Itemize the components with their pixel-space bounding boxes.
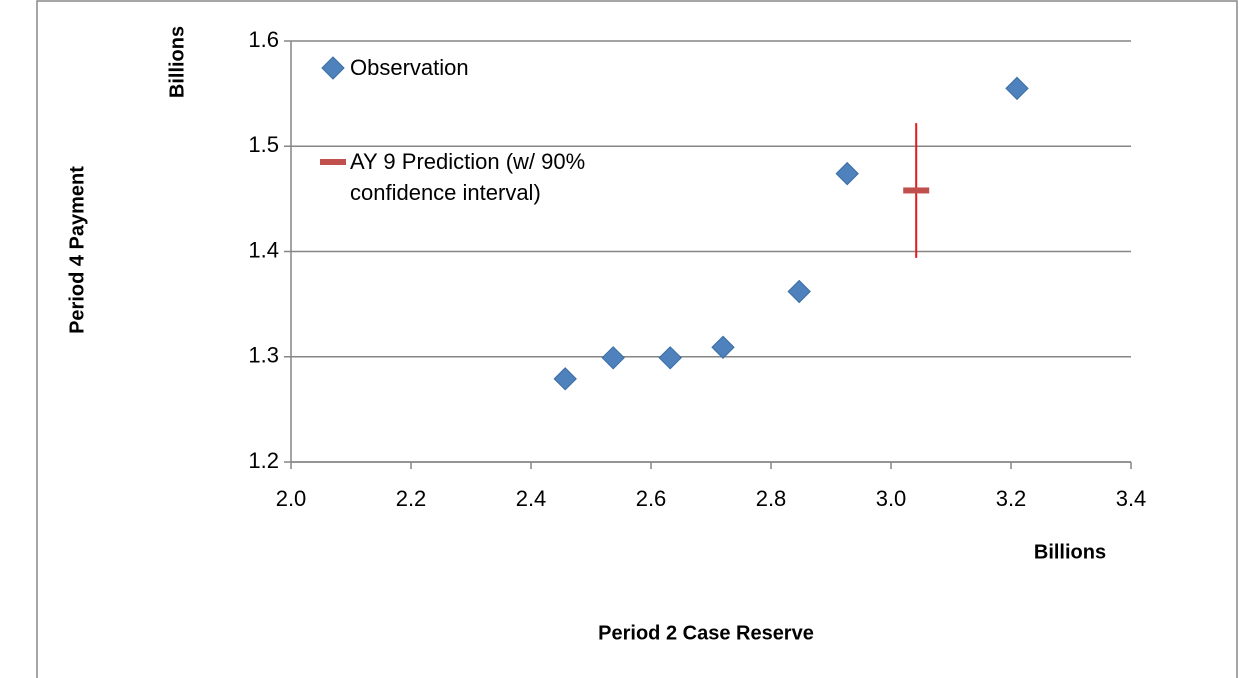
point (658, 346, 682, 370)
y-tick-label: 1.2 (248, 448, 279, 473)
y-axis-unit: Billions (166, 26, 188, 98)
x-tick-label: 3.4 (1116, 486, 1147, 511)
point (711, 335, 735, 359)
x-tick-label: 2.8 (756, 486, 787, 511)
x-tick-label: 2.6 (636, 486, 667, 511)
x-tick-label: 2.0 (276, 486, 307, 511)
x-tick-label: 2.2 (396, 486, 427, 511)
legend-marker (320, 159, 346, 165)
y-axis-title: Period 4 Payment (66, 166, 88, 334)
legend-label: Observation (350, 55, 469, 80)
y-tick-label: 1.3 (248, 343, 279, 368)
y-tick-label: 1.4 (248, 237, 279, 262)
point (553, 367, 577, 391)
point (787, 279, 811, 304)
x-tick-label: 3.2 (996, 486, 1027, 511)
y-tick-label: 1.5 (248, 132, 279, 157)
x-tick-label: 2.4 (516, 486, 547, 511)
chart-frame (36, 0, 1238, 678)
x-tick-label: 3.0 (876, 486, 907, 511)
legend-label: AY 9 Prediction (w/ 90% confidence inter… (350, 149, 586, 205)
x-axis-unit: Billions (1034, 541, 1106, 563)
point (601, 346, 625, 370)
legend-marker (321, 56, 345, 80)
y-tick-label: 1.6 (248, 27, 279, 52)
point (1005, 76, 1029, 101)
x-axis-title: Period 2 Case Reserve (598, 622, 814, 644)
point (903, 187, 930, 194)
point (835, 161, 859, 186)
